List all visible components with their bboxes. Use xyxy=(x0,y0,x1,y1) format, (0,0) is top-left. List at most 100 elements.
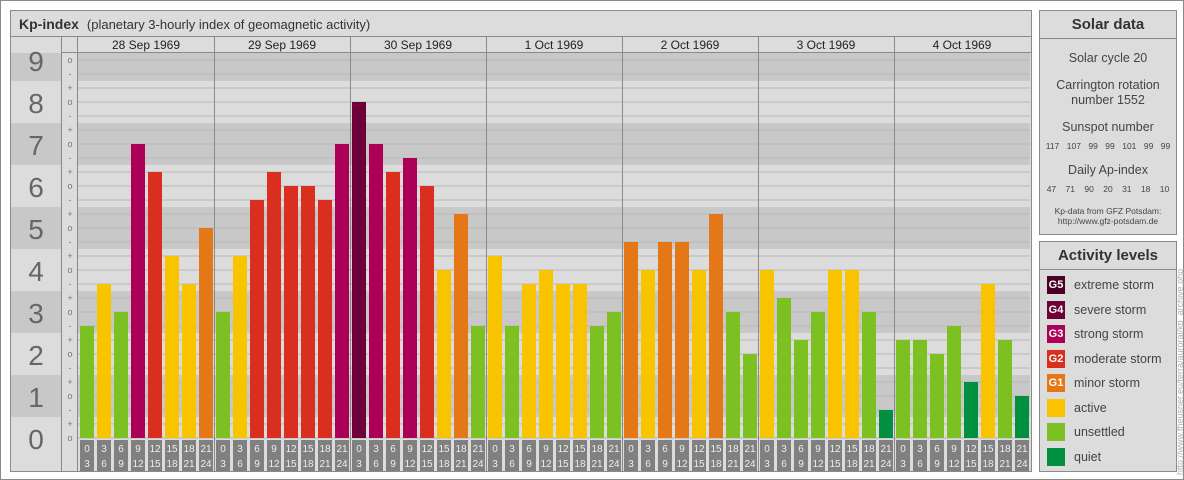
interval-end-label: 21 xyxy=(455,459,467,470)
kp-bar xyxy=(624,242,638,438)
sunspot-value: 107 xyxy=(1066,141,1081,151)
minor-tick-label: - xyxy=(69,195,72,205)
chart-title-bar: Kp-index (planetary 3-hourly index of geo… xyxy=(11,11,1031,37)
interval-end-label: 12 xyxy=(948,459,960,470)
minor-tick-label: + xyxy=(67,209,72,219)
sunspot-value: 101 xyxy=(1122,141,1137,151)
solar-cycle: Solar cycle 20 xyxy=(1068,51,1148,65)
y-tick-label: 6 xyxy=(28,172,44,203)
minor-tick-label: - xyxy=(69,363,72,373)
kp-bar-chart: 0123456789o+-o+-o+-o+-o+-o+-o+-o+-o+-o28… xyxy=(11,37,1031,471)
minor-tick-label: - xyxy=(69,321,72,331)
day-label: 3 Oct 1969 xyxy=(797,38,856,52)
y-band xyxy=(11,291,61,333)
interval-box xyxy=(709,440,723,471)
interval-start-label: 18 xyxy=(591,444,603,455)
interval-end-label: 3 xyxy=(492,459,498,470)
kp-bar xyxy=(114,312,128,438)
kp-bar xyxy=(777,298,791,438)
solar-data-panel: Solar data Solar cycle 20 Carrington rot… xyxy=(1039,10,1177,235)
interval-box xyxy=(760,440,774,471)
sunspot-value: 99 xyxy=(1143,141,1154,151)
kp-bar xyxy=(862,312,876,438)
interval-end-label: 9 xyxy=(526,459,532,470)
day-label: 28 Sep 1969 xyxy=(112,38,180,52)
credit-url[interactable]: http://www.fheusner.eu/terra/auroral/kp_… xyxy=(1175,268,1184,475)
kp-bar xyxy=(760,270,774,438)
sunspot-label: Sunspot number xyxy=(1062,120,1154,134)
sunspot-value: 99 xyxy=(1160,141,1171,151)
y-tick-label: 0 xyxy=(28,424,44,455)
source-link[interactable]: http://www.gfz-potsdam.de xyxy=(1057,216,1159,226)
minor-tick-label: o xyxy=(67,139,72,149)
kp-bar xyxy=(896,340,910,438)
kp-bar xyxy=(811,312,825,438)
interval-end-label: 15 xyxy=(557,459,569,470)
day-label: 2 Oct 1969 xyxy=(661,38,720,52)
interval-box xyxy=(233,440,247,471)
interval-box xyxy=(301,440,315,471)
legend-label: severe storm xyxy=(1074,302,1147,317)
ap-values: 47 71 90 20 31 18 10 xyxy=(1040,184,1176,194)
kp-bar xyxy=(505,326,519,438)
kp-bar xyxy=(454,214,468,438)
kp-chart-panel: Kp-index (planetary 3-hourly index of geo… xyxy=(10,10,1032,472)
interval-box xyxy=(1015,440,1029,471)
interval-box xyxy=(284,440,298,471)
kp-bar xyxy=(250,200,264,438)
kp-bar xyxy=(590,326,604,438)
interval-box xyxy=(216,440,230,471)
minor-tick-label: + xyxy=(67,167,72,177)
plot-band xyxy=(78,417,1030,438)
legend-item: G5 extreme storm xyxy=(1040,273,1176,298)
interval-start-label: 15 xyxy=(710,444,722,455)
ap-value: 31 xyxy=(1122,184,1132,194)
interval-end-label: 9 xyxy=(934,459,940,470)
interval-end-label: 15 xyxy=(693,459,705,470)
interval-end-label: 12 xyxy=(540,459,552,470)
legend-swatch xyxy=(1047,423,1065,442)
interval-box xyxy=(573,440,587,471)
interval-end-label: 6 xyxy=(101,459,107,470)
interval-box xyxy=(811,440,825,471)
interval-start-label: 3 xyxy=(237,444,243,455)
minor-tick-label: o xyxy=(67,307,72,317)
interval-start-label: 9 xyxy=(271,444,277,455)
kp-bar xyxy=(369,144,383,438)
interval-end-label: 24 xyxy=(200,459,212,470)
interval-start-label: 0 xyxy=(220,444,226,455)
legend-swatch xyxy=(1047,398,1065,417)
interval-start-label: 12 xyxy=(421,444,433,455)
minor-tick-label: + xyxy=(67,335,72,345)
y-tick-label: 3 xyxy=(28,298,44,329)
minor-tick-label: - xyxy=(69,111,72,121)
interval-start-label: 21 xyxy=(200,444,212,455)
kp-bar xyxy=(981,284,995,438)
kp-bar xyxy=(743,354,757,438)
interval-start-label: 18 xyxy=(999,444,1011,455)
interval-box xyxy=(199,440,213,471)
kp-bar xyxy=(556,284,570,438)
kp-bar xyxy=(794,340,808,438)
interval-end-label: 15 xyxy=(285,459,297,470)
interval-start-label: 3 xyxy=(645,444,651,455)
legend-swatch: G3 xyxy=(1047,325,1065,344)
interval-start-label: 15 xyxy=(302,444,314,455)
legend-label: quiet xyxy=(1074,449,1102,464)
sunspot-value: 117 xyxy=(1045,141,1060,151)
ap-value: 47 xyxy=(1046,184,1057,194)
legend-swatch: G4 xyxy=(1047,300,1065,319)
legend-label: moderate storm xyxy=(1074,351,1162,366)
interval-end-label: 9 xyxy=(798,459,804,470)
y-tick-label: 2 xyxy=(28,340,44,371)
interval-end-label: 12 xyxy=(404,459,416,470)
interval-end-label: 18 xyxy=(438,459,450,470)
interval-box xyxy=(777,440,791,471)
legend-label: active xyxy=(1074,400,1107,415)
interval-box xyxy=(488,440,502,471)
interval-start-label: 21 xyxy=(336,444,348,455)
interval-start-label: 9 xyxy=(135,444,141,455)
ap-label: Daily Ap-index xyxy=(1068,163,1148,177)
interval-start-label: 0 xyxy=(492,444,498,455)
y-band xyxy=(11,417,61,471)
